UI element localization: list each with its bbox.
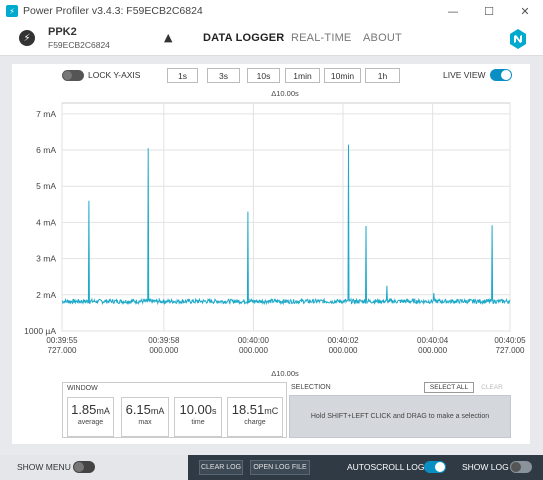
power-icon: ⚡ <box>19 30 35 46</box>
window-10min-button[interactable]: 10min <box>324 68 361 83</box>
select-all-button[interactable]: SELECT ALL <box>424 382 474 393</box>
x-tick-label: 000.000 <box>329 346 358 355</box>
stat-charge: 18.51mC charge <box>227 397 283 437</box>
window-1min-button[interactable]: 1min <box>285 68 320 83</box>
stat-time-value: 10.00 <box>179 402 213 417</box>
window-3s-button[interactable]: 3s <box>207 68 240 83</box>
open-log-file-button[interactable]: OPEN LOG FILE <box>250 460 310 475</box>
app-header: ⚡ PPK2 F59ECB2C6824 ▲ DATA LOGGER REAL-T… <box>0 22 543 56</box>
selection-panel: SELECTION SELECT ALL CLEAR Hold SHIFT+LE… <box>289 382 511 438</box>
y-tick-label: 1000 µA <box>24 326 56 336</box>
stat-time-label: time <box>191 419 205 426</box>
window-1s-button[interactable]: 1s <box>167 68 198 83</box>
current-trace <box>61 144 511 306</box>
eject-icon[interactable]: ▲ <box>164 31 173 44</box>
chart-grid <box>61 102 511 332</box>
device-name[interactable]: PPK2 <box>48 26 77 38</box>
stat-charge-value: 18.51 <box>231 402 265 417</box>
chart-frame <box>61 102 511 332</box>
show-menu-label: SHOW MENU <box>17 462 71 472</box>
app-icon: ⚡ <box>6 5 18 17</box>
lock-y-axis-toggle[interactable] <box>62 70 84 81</box>
device-serial: F59ECB2C6824 <box>48 40 110 50</box>
window-10s-button[interactable]: 10s <box>247 68 280 83</box>
x-tick-label: 000.000 <box>418 346 447 355</box>
x-tick-label: 00:40:02 <box>327 336 359 345</box>
y-tick-label: 5 mA <box>36 181 56 191</box>
y-tick-label: 3 mA <box>36 254 56 264</box>
autoscroll-log-toggle[interactable] <box>424 461 446 473</box>
x-tick-label: 727.000 <box>48 346 77 355</box>
window-controls: — ☐ ✕ <box>435 0 543 22</box>
x-tick-label: 00:39:58 <box>148 336 180 345</box>
data-logger-panel: LOCK Y-AXIS 1s 3s 10s 1min 10min 1h LIVE… <box>12 64 530 444</box>
y-tick-label: 4 mA <box>36 217 56 227</box>
show-log-label: SHOW LOG <box>462 462 509 472</box>
show-menu-toggle[interactable] <box>73 461 95 473</box>
stat-max: 6.15mA max <box>121 397 169 437</box>
stat-average-unit: mA <box>96 406 110 416</box>
y-tick-label: 6 mA <box>36 145 56 155</box>
x-tick-label: 00:40:05 <box>494 336 526 345</box>
y-tick-label: 2 mA <box>36 290 56 300</box>
stat-max-unit: mA <box>150 406 165 416</box>
span-label-top: Δ10.00s <box>271 89 299 98</box>
stat-time-unit: s <box>212 406 217 416</box>
span-label-bottom: Δ10.00s <box>271 369 299 378</box>
maximize-icon[interactable]: ☐ <box>484 4 494 18</box>
y-tick-label: 7 mA <box>36 109 56 119</box>
stat-average: 1.85mA average <box>67 397 114 437</box>
selection-title: SELECTION <box>291 384 331 391</box>
selection-hint: Hold SHIFT+LEFT CLICK and DRAG to make a… <box>289 395 511 438</box>
tab-about[interactable]: ABOUT <box>363 32 402 44</box>
stat-average-label: average <box>77 419 104 426</box>
autoscroll-log-label: AUTOSCROLL LOG <box>347 462 425 472</box>
tab-data-logger[interactable]: DATA LOGGER <box>203 32 285 44</box>
clear-selection-button[interactable]: CLEAR <box>481 384 503 391</box>
app-footer: SHOW MENU CLEAR LOG OPEN LOG FILE AUTOSC… <box>0 455 543 480</box>
clear-log-button[interactable]: CLEAR LOG <box>199 460 243 475</box>
stat-time: 10.00s time <box>174 397 222 437</box>
minimize-icon[interactable]: — <box>447 4 459 18</box>
x-tick-label: 00:39:55 <box>46 336 78 345</box>
x-tick-label: 000.000 <box>239 346 268 355</box>
x-tick-label: 000.000 <box>149 346 178 355</box>
x-tick-label: 00:40:00 <box>238 336 270 345</box>
live-view-label: LIVE VIEW <box>443 70 486 80</box>
window-titlebar: ⚡ Power Profiler v3.4.3: F59ECB2C6824 — … <box>0 0 543 22</box>
window-title: Power Profiler v3.4.3: F59ECB2C6824 <box>23 5 203 17</box>
stat-average-value: 1.85 <box>71 402 97 417</box>
x-tick-label: 00:40:04 <box>417 336 449 345</box>
stats-title: WINDOW <box>67 385 98 392</box>
live-view-toggle[interactable] <box>490 69 512 81</box>
close-icon[interactable]: ✕ <box>520 4 530 18</box>
stat-max-value: 6.15 <box>125 402 151 417</box>
y-axis-labels: 7 mA 6 mA 5 mA 4 mA 3 mA 2 mA 1000 µA <box>24 109 56 336</box>
nordic-logo-icon <box>510 29 526 49</box>
stat-max-label: max <box>138 419 152 426</box>
tab-real-time[interactable]: REAL-TIME <box>291 32 352 44</box>
stat-charge-unit: mC <box>264 406 279 416</box>
x-tick-label: 727.000 <box>496 346 525 355</box>
x-axis-labels: 00:39:55727.00000:39:58000.00000:40:0000… <box>46 336 526 355</box>
window-1h-button[interactable]: 1h <box>365 68 400 83</box>
show-log-toggle[interactable] <box>510 461 532 473</box>
log-controls: CLEAR LOG OPEN LOG FILE AUTOSCROLL LOG S… <box>188 455 543 480</box>
lock-y-axis-label: LOCK Y-AXIS <box>88 70 141 80</box>
stat-charge-label: charge <box>244 419 266 426</box>
window-stats: WINDOW 1.85mA average 6.15mA max 10.00s … <box>62 382 287 438</box>
